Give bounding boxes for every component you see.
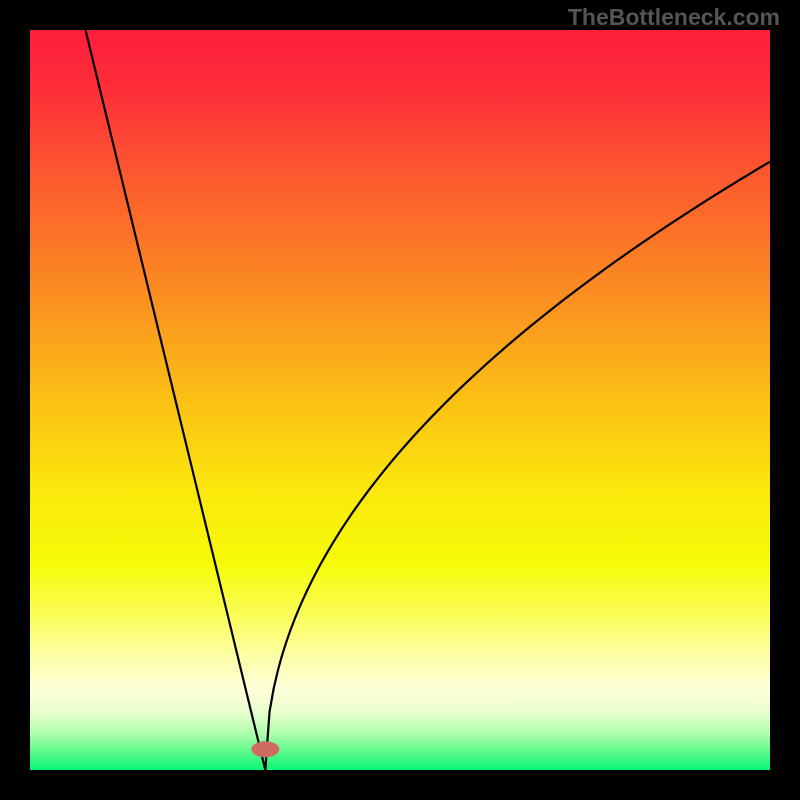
watermark-text: TheBottleneck.com	[568, 4, 780, 31]
plot-area	[30, 30, 770, 770]
gradient-background	[30, 30, 770, 770]
chart-container: TheBottleneck.com	[0, 0, 800, 800]
chart-svg	[30, 30, 770, 770]
minimum-marker	[251, 741, 279, 757]
